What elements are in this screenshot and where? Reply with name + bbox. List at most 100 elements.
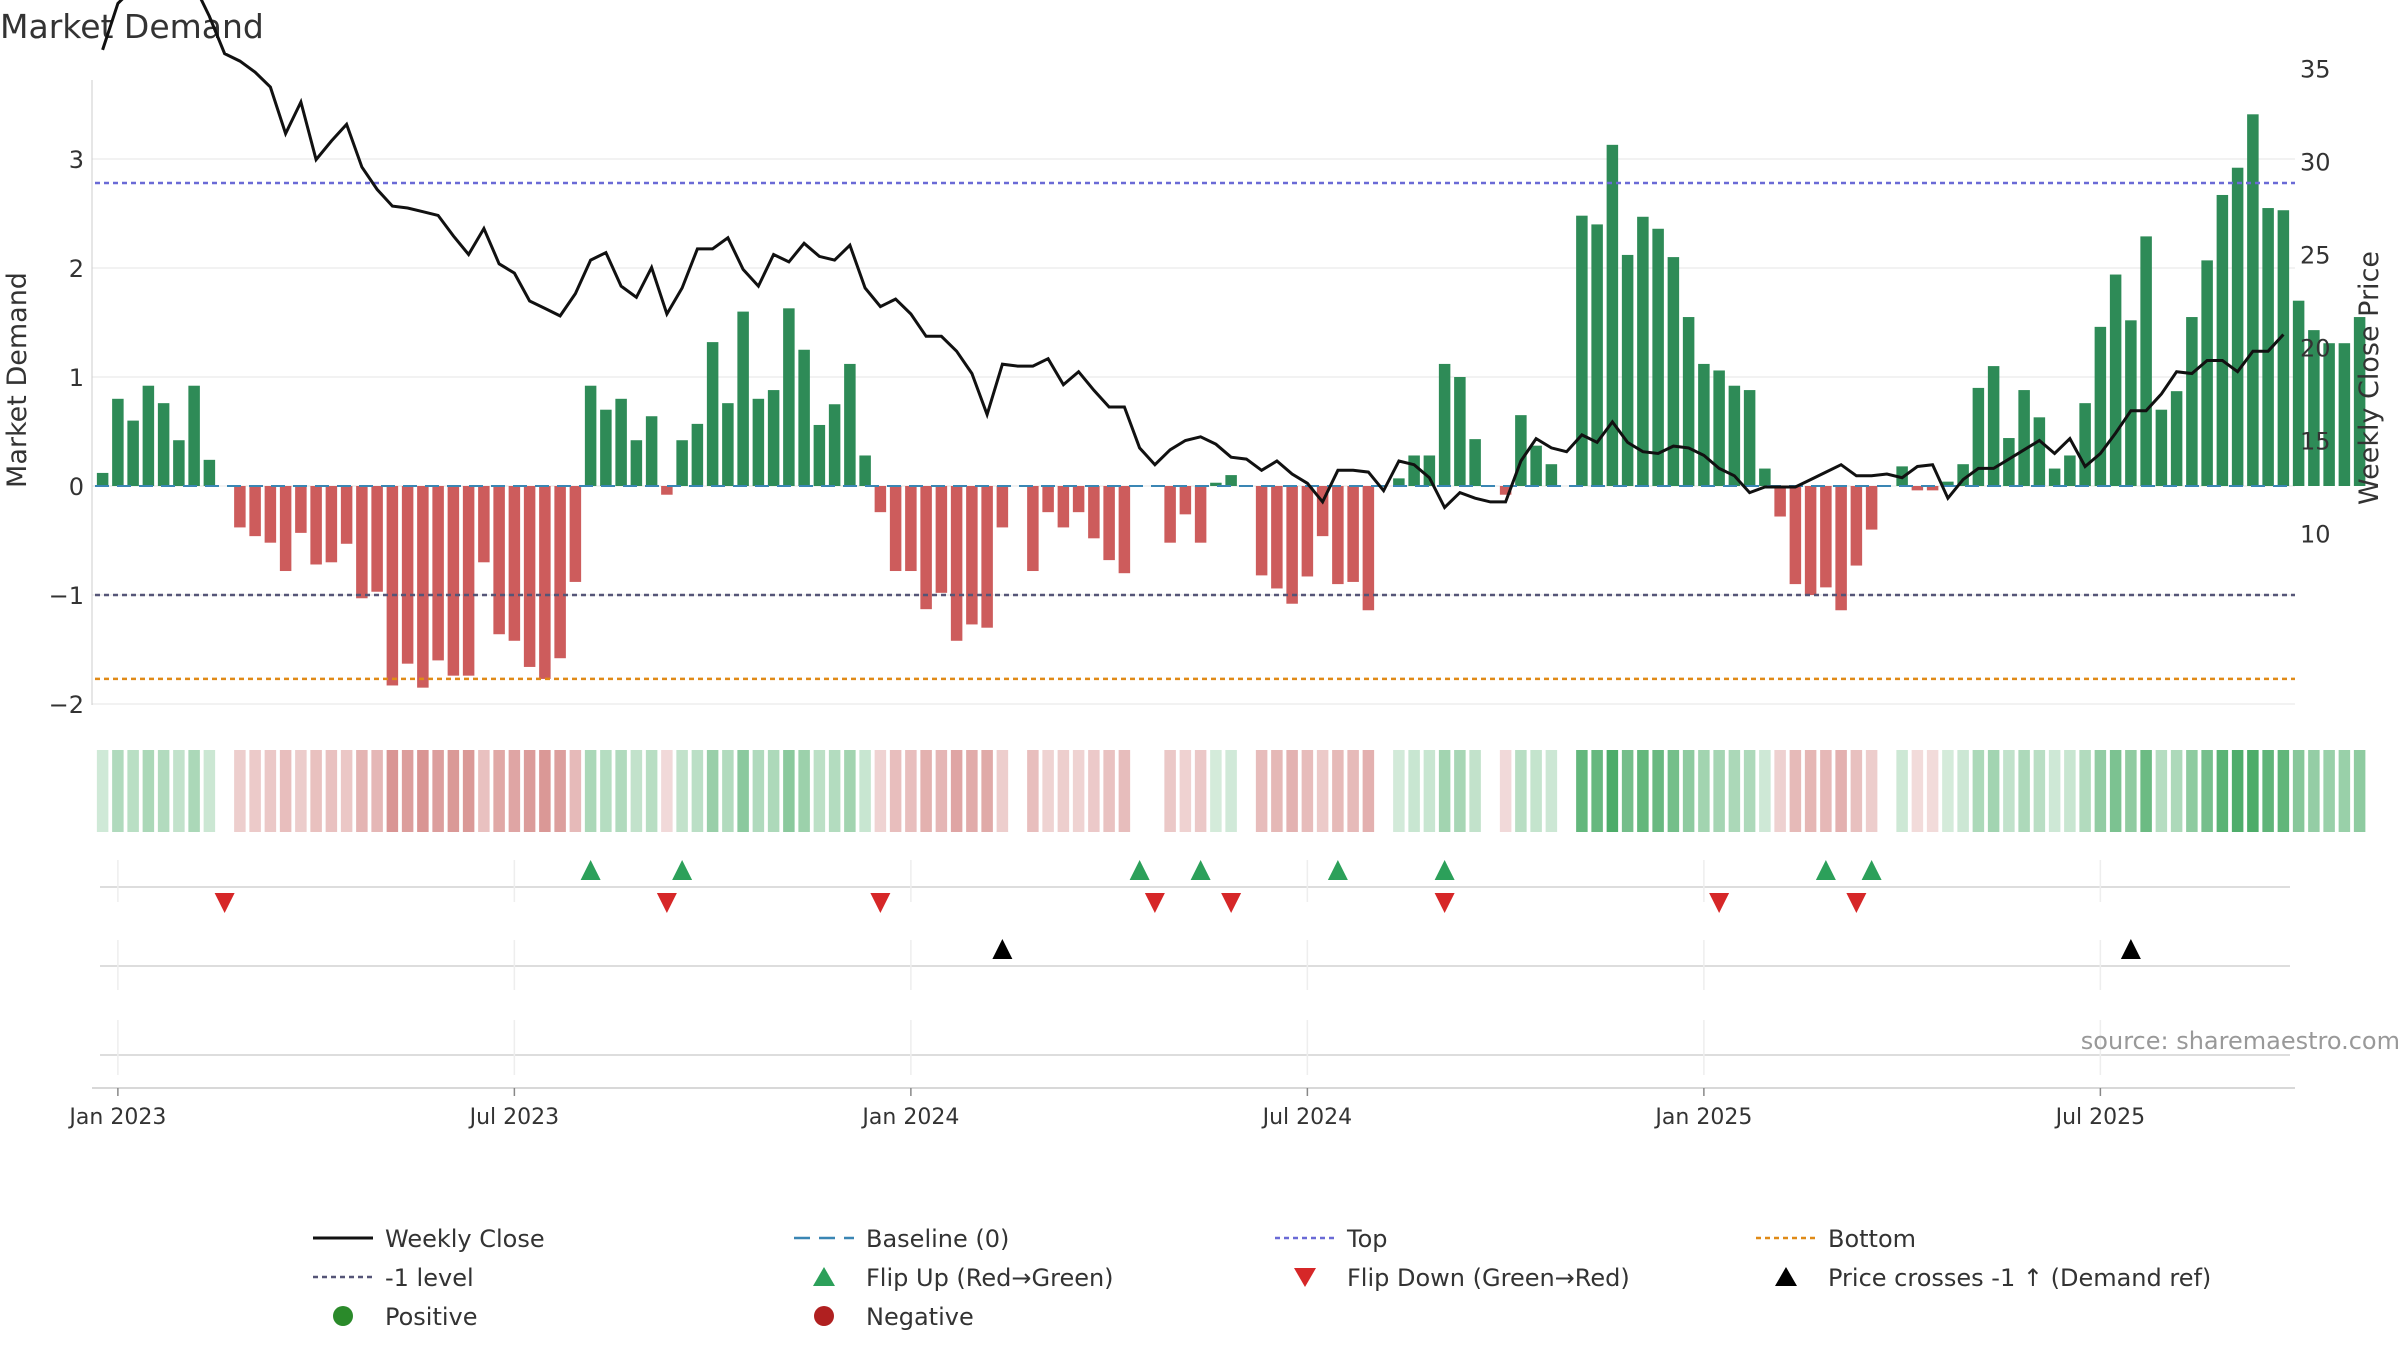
demand-bar (1286, 486, 1298, 604)
demand-bar (1316, 486, 1329, 537)
left-y-ticks: 3 2 1 0 −1 −2 (49, 146, 84, 719)
demand-bar (539, 486, 551, 679)
heat-cell (1804, 750, 1817, 832)
heat-cell (1743, 750, 1756, 832)
demand-bar (798, 349, 810, 486)
heat-cell (2262, 750, 2274, 832)
heat-cell (2079, 750, 2091, 832)
demand-bar (2247, 114, 2259, 486)
left-y-tick-label: 1 (69, 364, 84, 392)
heat-cell (1164, 750, 1176, 832)
heat-cell (1759, 750, 1771, 832)
heat-cell (569, 750, 582, 832)
legend-label: Flip Down (Green→Red) (1347, 1264, 1630, 1292)
right-y-tick-label: 10 (2300, 521, 2331, 549)
demand-bar (859, 455, 871, 486)
legend: Weekly Close Baseline (0) Top Bottom -1 leve… (313, 1225, 2211, 1331)
heat-cell (950, 750, 963, 832)
demand-bar (1637, 216, 1649, 486)
demand-bar (2216, 194, 2229, 486)
legend-label: Baseline (0) (866, 1225, 1009, 1253)
legend-swatch-triangle-down (1294, 1268, 1316, 1287)
flip-up-marker (1190, 860, 1211, 880)
demand-bar (1759, 468, 1771, 486)
demand-bar (142, 385, 155, 486)
legend-label: Top (1346, 1225, 1388, 1253)
heat-cell (1057, 750, 1070, 832)
weekly-close-line (101, 0, 2285, 510)
heat-cell (1027, 750, 1039, 832)
demand-bar (2338, 343, 2351, 486)
demand-bar (1972, 387, 1985, 486)
flip-down-marker (1434, 893, 1455, 913)
demand-bar (1057, 486, 1070, 528)
demand-bar (1438, 363, 1451, 486)
demand-bar (1347, 486, 1359, 582)
demand-bar (462, 486, 475, 676)
demand-bar (935, 486, 948, 593)
legend-swatch-triangle-up (1775, 1267, 1797, 1286)
flip-down-marker (1144, 893, 1165, 913)
source-label: source: sharemaestro.com (2081, 1027, 2400, 1055)
heat-cell (722, 750, 734, 832)
demand-bar (1743, 390, 1756, 486)
demand-bar (1698, 363, 1710, 486)
demand-bar (1088, 486, 1100, 539)
demand-bar (1271, 486, 1283, 589)
left-y-tick-label: 3 (69, 146, 84, 174)
demand-bar (157, 403, 170, 486)
heat-cell (1926, 750, 1939, 832)
heat-cell (2140, 750, 2152, 832)
demand-bar (2262, 208, 2274, 487)
heat-cell (2170, 750, 2183, 832)
heat-cell (142, 750, 155, 832)
flip-down-marker (214, 893, 235, 913)
legend-label: -1 level (385, 1264, 474, 1292)
demand-bar (1865, 486, 1878, 530)
demand-bar (356, 486, 368, 599)
demand-bar (234, 486, 246, 528)
heat-cell (1896, 750, 1908, 832)
heat-cell (996, 750, 1009, 832)
heat-cell (645, 750, 658, 832)
demand-bar (737, 311, 749, 486)
heat-cell (2338, 750, 2351, 832)
right-y-tick-label: 25 (2300, 242, 2331, 270)
demand-bar (1194, 486, 1207, 543)
demand-bar (706, 342, 719, 486)
demand-bar (569, 486, 582, 582)
demand-bar (981, 486, 993, 628)
demand-bar (2292, 300, 2305, 486)
demand-bar (920, 486, 932, 610)
demand-bar (173, 440, 185, 486)
demand-bar (661, 486, 673, 495)
reference-levels (95, 181, 2295, 681)
flip-down-marker (656, 893, 677, 913)
demand-bar (691, 423, 704, 486)
heat-cell (2094, 750, 2107, 832)
x-tick-label: Jan 2023 (67, 1105, 166, 1130)
heat-cell (2109, 750, 2122, 832)
heat-cell (478, 750, 490, 832)
demand-bar (447, 486, 460, 676)
x-tick-label: Jan 2024 (860, 1105, 959, 1130)
demand-bar (432, 486, 444, 661)
heat-cell (1774, 750, 1786, 832)
demand-bar (889, 486, 902, 572)
heat-cell (1194, 750, 1207, 832)
right-y-axis-label: Weekly Close Price (2354, 251, 2385, 505)
heat-cell (523, 750, 536, 832)
heat-cell (1682, 750, 1695, 832)
heat-cell (889, 750, 902, 832)
heat-cell (1637, 750, 1649, 832)
heat-cell (432, 750, 444, 832)
flip-up-marker (580, 860, 601, 880)
demand-bar (2140, 236, 2152, 486)
left-y-tick-label: −1 (49, 582, 84, 610)
demand-bar (1576, 215, 1588, 486)
heat-cell (1301, 750, 1314, 832)
demand-bar (767, 390, 780, 486)
demand-bar (2048, 468, 2061, 486)
flip-up-marker (1327, 860, 1348, 880)
demand-bar (630, 440, 643, 486)
